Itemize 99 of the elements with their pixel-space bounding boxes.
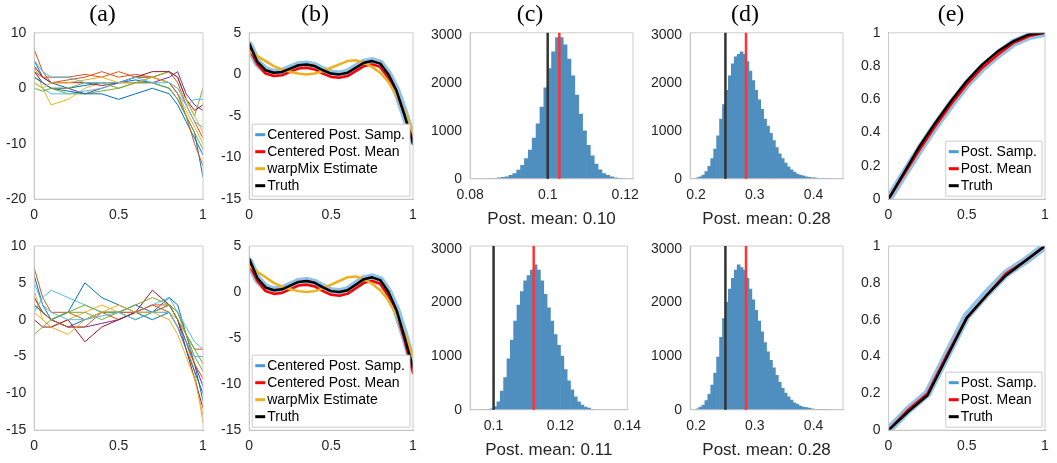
y-tick-label: 2000 <box>650 293 683 310</box>
legend-label: warpMix Estimate <box>266 390 378 407</box>
legend-label: Centered Post. Mean <box>267 142 400 159</box>
y-tick-label: 5 <box>233 23 242 40</box>
x-tick-label: 0.08 <box>456 186 484 203</box>
y-tick-label: 0 <box>18 79 27 96</box>
x-tick-label: 1 <box>199 206 208 223</box>
x-tick-label: 0.5 <box>108 206 129 223</box>
y-tick-label: 0.2 <box>860 156 881 173</box>
chart-title: (d) <box>731 0 759 26</box>
x-axis-title: Post. mean: 0.28 <box>702 440 831 460</box>
y-tick-label: 10 <box>10 236 27 253</box>
x-tick-label: 0.1 <box>537 186 558 203</box>
legend-label: Centered Post. Samp. <box>267 356 405 373</box>
x-tick-label: 0.5 <box>321 206 342 223</box>
x-tick-label: 1 <box>199 437 208 454</box>
x-tick-label: 0.1 <box>483 417 504 434</box>
chart-title: (e) <box>937 0 965 26</box>
y-tick-label: 1000 <box>430 121 463 138</box>
y-tick-label: -5 <box>228 106 242 123</box>
y-tick-label: 0 <box>674 169 683 186</box>
x-tick-label: 0 <box>884 206 893 223</box>
y-tick-label: 0 <box>454 169 463 186</box>
y-tick-label: -10 <box>6 134 27 151</box>
y-tick-label: 1 <box>872 23 881 40</box>
legend-label: Centered Post. Samp. <box>267 125 405 142</box>
legend-label: Post. Samp. <box>960 373 1038 390</box>
x-tick-label: 0 <box>30 206 39 223</box>
x-tick-label: 0.4 <box>803 417 824 434</box>
x-tick-label: 0 <box>245 437 254 454</box>
legend-label: warpMix Estimate <box>266 159 378 176</box>
y-tick-label: 0.4 <box>860 347 881 364</box>
y-tick-label: 3000 <box>430 239 463 256</box>
legend-label: Truth <box>267 176 300 193</box>
y-tick-label: 0.2 <box>860 384 881 401</box>
x-tick-label: 1 <box>1041 437 1050 454</box>
x-tick-label: 0.4 <box>803 186 824 203</box>
y-tick-label: -5 <box>13 347 27 364</box>
y-tick-label: 5 <box>233 236 242 253</box>
x-tick-label: 0.3 <box>745 186 765 203</box>
y-tick-label: 1000 <box>430 346 463 363</box>
y-tick-label: -10 <box>221 148 242 165</box>
legend-label: Truth <box>267 407 300 424</box>
x-tick-label: 0.3 <box>745 417 765 434</box>
y-tick-label: -5 <box>228 328 242 345</box>
x-tick-label: 0 <box>245 206 254 223</box>
y-tick-label: 0 <box>454 400 463 417</box>
legend-label: Truth <box>960 176 993 193</box>
y-tick-label: 0 <box>233 65 242 82</box>
x-tick-label: 0.2 <box>686 186 706 203</box>
legend-label: Post. Samp. <box>960 142 1038 159</box>
x-tick-label: 0.5 <box>108 437 129 454</box>
x-tick-label: 0 <box>884 437 893 454</box>
x-tick-label: 0.5 <box>957 437 977 454</box>
chart-title: (b) <box>301 0 329 26</box>
y-tick-label: -10 <box>6 384 27 401</box>
y-tick-label: 2000 <box>430 293 463 310</box>
y-tick-label: -20 <box>6 190 27 207</box>
chart-title: (c) <box>516 0 544 26</box>
x-tick-label: 1 <box>1041 206 1050 223</box>
y-tick-label: 0 <box>674 400 683 417</box>
y-tick-label: 0.4 <box>860 123 881 140</box>
x-tick-label: 0.12 <box>546 417 575 434</box>
y-tick-label: 3000 <box>650 239 683 256</box>
x-tick-label: 0.5 <box>321 437 342 454</box>
y-tick-label: 0.8 <box>860 273 881 290</box>
legend-label: Truth <box>960 407 993 424</box>
legend-label: Centered Post. Mean <box>267 373 400 390</box>
y-tick-label: 0 <box>233 282 242 299</box>
x-tick-label: 1 <box>409 206 418 223</box>
x-tick-label: 1 <box>409 437 418 454</box>
y-tick-label: 0.6 <box>860 310 881 327</box>
y-tick-label: 0 <box>18 310 27 327</box>
y-tick-label: 3000 <box>650 26 683 43</box>
y-tick-label: -15 <box>6 421 27 438</box>
x-tick-label: 0.5 <box>957 206 977 223</box>
legend-label: Post. Mean <box>960 390 1032 407</box>
y-tick-label: 0.8 <box>860 56 881 73</box>
y-tick-label: -15 <box>221 190 242 207</box>
x-axis-title: Post. mean: 0.11 <box>485 440 613 460</box>
y-tick-label: -10 <box>221 375 242 392</box>
x-tick-label: 0.2 <box>686 417 706 434</box>
y-tick-label: 3000 <box>430 26 463 43</box>
y-tick-label: 2000 <box>430 73 463 90</box>
y-tick-label: 2000 <box>650 73 683 90</box>
chart-title: (a) <box>89 0 116 26</box>
y-tick-label: 1000 <box>650 346 683 363</box>
y-tick-label: -15 <box>221 421 242 438</box>
y-tick-label: 1000 <box>650 121 683 138</box>
x-axis-title: Post. mean: 0.28 <box>702 209 831 229</box>
x-tick-label: 0.12 <box>611 186 640 203</box>
y-tick-label: 5 <box>18 273 27 290</box>
x-axis-title: Post. mean: 0.10 <box>487 209 616 229</box>
x-tick-label: 0 <box>30 437 39 454</box>
y-tick-label: 10 <box>10 23 27 40</box>
x-tick-label: 0.14 <box>613 417 642 434</box>
y-tick-label: 1 <box>872 236 881 253</box>
legend-label: Post. Mean <box>960 159 1032 176</box>
y-tick-label: 0.6 <box>860 90 881 107</box>
